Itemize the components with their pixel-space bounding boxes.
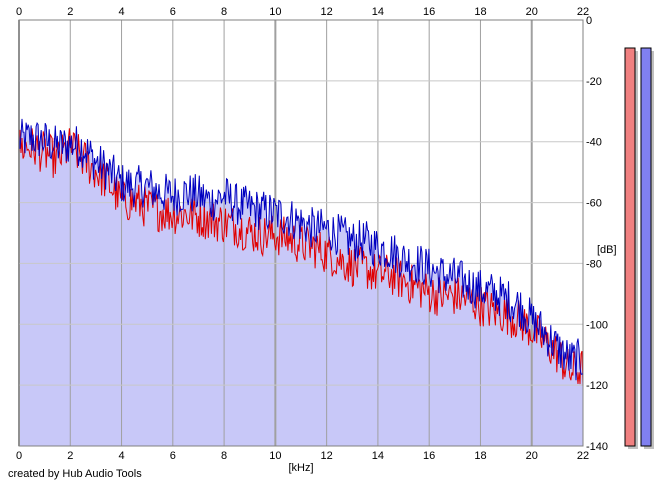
x-axis-label: [kHz] <box>288 462 313 474</box>
x-tick-label-bottom: 10 <box>269 450 281 462</box>
x-tick-label-bottom: 14 <box>372 450 384 462</box>
x-tick-label-top: 18 <box>474 6 486 18</box>
x-tick-label-bottom: 2 <box>67 450 73 462</box>
x-tick-label-top: 2 <box>67 6 73 18</box>
x-tick-label-top: 16 <box>423 6 435 18</box>
y-tick-label: -60 <box>586 198 602 210</box>
y-tick-label: -120 <box>586 380 608 392</box>
y-tick-label: -140 <box>586 441 608 453</box>
y-tick-label: 0 <box>586 15 592 27</box>
level-meter-right <box>640 47 652 447</box>
x-tick-label-top: 22 <box>577 6 589 18</box>
x-tick-label-top: 6 <box>170 6 176 18</box>
y-tick-label: -20 <box>586 76 602 88</box>
spectrum-fill <box>19 118 583 447</box>
x-tick-label-bottom: 12 <box>321 450 333 462</box>
y-tick-label: -40 <box>586 137 602 149</box>
x-tick-label-top: 8 <box>221 6 227 18</box>
x-tick-label-bottom: 4 <box>118 450 124 462</box>
x-tick-label-top: 4 <box>118 6 124 18</box>
x-tick-label-bottom: 8 <box>221 450 227 462</box>
series-line-blue <box>18 118 584 381</box>
x-tick-label-top: 10 <box>269 6 281 18</box>
series-line-red <box>18 128 584 387</box>
x-tick-label-bottom: 0 <box>16 450 22 462</box>
y-tick-label: -100 <box>586 319 608 331</box>
x-tick-label-bottom: 18 <box>474 450 486 462</box>
x-tick-label-top: 12 <box>321 6 333 18</box>
x-tick-label-top: 14 <box>372 6 384 18</box>
credit-text: created by Hub Audio Tools <box>8 468 142 480</box>
x-tick-label-top: 0 <box>16 6 22 18</box>
x-tick-label-bottom: 20 <box>526 450 538 462</box>
x-tick-label-bottom: 22 <box>577 450 589 462</box>
x-tick-label-bottom: 6 <box>170 450 176 462</box>
x-tick-label-top: 20 <box>526 6 538 18</box>
plot-frame <box>18 19 584 447</box>
y-tick-label: -80 <box>586 258 602 270</box>
y-axis-label: [dB] <box>597 244 617 256</box>
x-tick-label-bottom: 16 <box>423 450 435 462</box>
level-meter-left <box>624 47 636 447</box>
